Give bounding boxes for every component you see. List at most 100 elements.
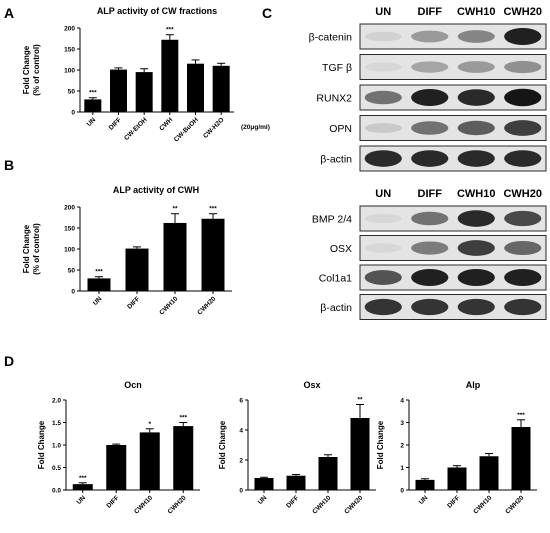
y-tick-label: 4 xyxy=(400,397,404,404)
y-axis-label: Fold Change xyxy=(22,45,31,94)
x-tick-label: CWH xyxy=(158,116,174,132)
bar xyxy=(173,426,194,490)
y-tick-label: 3 xyxy=(400,420,404,427)
x-tick-label: DIFF xyxy=(446,494,461,509)
x-tick-label: CWH10 xyxy=(472,494,493,515)
bar xyxy=(350,418,370,490)
bar xyxy=(212,65,230,112)
x-tick-label: DIFF xyxy=(285,494,300,509)
bar xyxy=(135,72,153,112)
blot-column-label: UN xyxy=(375,6,391,18)
blot-column-label: CWH20 xyxy=(503,188,542,200)
blot-row-label: RUNX2 xyxy=(316,93,352,105)
bar xyxy=(84,99,102,112)
bar xyxy=(447,467,467,490)
blot-band xyxy=(457,61,495,73)
x-tick-label: CW-H2O xyxy=(202,116,226,140)
blot-band xyxy=(504,88,542,107)
blot-band xyxy=(364,213,402,224)
y-tick-label: 1.0 xyxy=(52,442,61,449)
y-tick-label: 0.5 xyxy=(52,465,61,472)
blot-band xyxy=(457,30,495,43)
y-tick-label: 0 xyxy=(71,288,75,295)
blot-band xyxy=(364,90,402,105)
blot-column-label: DIFF xyxy=(418,6,443,18)
blot-band xyxy=(411,88,449,107)
bar xyxy=(125,248,149,291)
blot-band xyxy=(411,268,449,287)
y-axis-label: Fold Change xyxy=(376,420,385,469)
western-blot-bottom: UN DIFF CWH10 CWH20 BMP 2/4 OSX Col1a1 β-actin xyxy=(312,188,547,320)
x-tick-label: CWH10 xyxy=(158,295,179,316)
y-tick-label: 200 xyxy=(64,25,75,32)
y-tick-label: 50 xyxy=(68,267,76,274)
panel-letter-b: B xyxy=(4,157,14,173)
chart-alp: Alp Fold Change 0 1 2 3 4 UN DIFF CWH10 *** CWH20 xyxy=(376,380,537,516)
y-tick-label: 150 xyxy=(64,225,75,232)
x-tick-label: UN xyxy=(257,494,269,506)
x-tick-label: UN xyxy=(76,494,88,506)
chart-title: ALP activity of CWH xyxy=(113,185,199,195)
chart-note: (20μg/ml) xyxy=(241,124,270,131)
blot-band xyxy=(411,121,449,135)
blot-band xyxy=(457,89,495,106)
chart-osx: Osx Fold Change 0 2 4 6 UN DIFF CWH10 ** CWH20 xyxy=(218,380,376,516)
blot-row-label: β-actin xyxy=(320,154,352,166)
bar xyxy=(479,456,499,490)
blot-band xyxy=(364,270,402,285)
blot-band xyxy=(457,150,495,167)
blot-band xyxy=(411,61,449,73)
significance-marker: *** xyxy=(89,90,97,97)
blot-column-label: CWH10 xyxy=(457,6,496,18)
y-tick-label: 150 xyxy=(64,46,75,53)
x-tick-label: CWH10 xyxy=(133,494,154,515)
blot-band xyxy=(457,240,495,256)
y-axis-label: Fold Change xyxy=(37,420,46,469)
bar xyxy=(187,63,204,112)
blot-band xyxy=(411,241,449,255)
blot-band xyxy=(364,150,402,167)
x-tick-label: CWH20 xyxy=(196,295,217,316)
significance-marker: ** xyxy=(172,206,178,213)
blot-band xyxy=(504,27,542,46)
y-tick-label: 0 xyxy=(239,487,243,494)
bar xyxy=(87,278,111,291)
y-tick-label: 6 xyxy=(239,397,243,404)
blot-column-label: UN xyxy=(375,188,391,200)
significance-marker: *** xyxy=(209,206,217,213)
x-tick-label: CWH20 xyxy=(504,494,525,515)
blot-band xyxy=(411,30,449,43)
blot-column-label: DIFF xyxy=(418,188,443,200)
bar xyxy=(139,432,160,490)
x-tick-label: UN xyxy=(86,116,98,128)
blot-band xyxy=(364,62,402,72)
y-tick-label: 100 xyxy=(64,246,75,253)
blot-row-label: OSX xyxy=(330,243,352,255)
x-tick-label: DIFF xyxy=(126,295,141,310)
blot-band xyxy=(411,211,449,226)
blot-band xyxy=(457,210,495,227)
bar xyxy=(106,445,127,490)
y-axis-label: (% of control) xyxy=(32,223,41,275)
bar xyxy=(201,218,225,291)
blot-column-label: CWH10 xyxy=(457,188,496,200)
x-tick-label: DIFF xyxy=(108,116,123,131)
blot-row-label: OPN xyxy=(329,123,352,135)
western-blot-top: UN DIFF CWH10 CWH20 β-catenin TGF β RUNX2 OPN β-… xyxy=(309,6,547,172)
chart-title: Ocn xyxy=(124,380,142,390)
y-axis-label: Fold Change xyxy=(22,224,31,273)
chart-alp-cwh: ALP activity of CWH Fold Change (% of cont… xyxy=(22,185,232,317)
panel-letter-c: C xyxy=(262,5,272,21)
significance-marker: * xyxy=(148,421,151,428)
blot-band xyxy=(411,150,449,167)
blot-band xyxy=(504,268,542,287)
blot-band xyxy=(504,210,542,227)
blot-row-label: β-catenin xyxy=(309,32,353,44)
y-tick-label: 1 xyxy=(400,465,404,472)
blot-band xyxy=(457,268,495,287)
bar xyxy=(286,475,306,490)
significance-marker: *** xyxy=(179,415,187,422)
x-tick-label: UN xyxy=(92,295,104,307)
